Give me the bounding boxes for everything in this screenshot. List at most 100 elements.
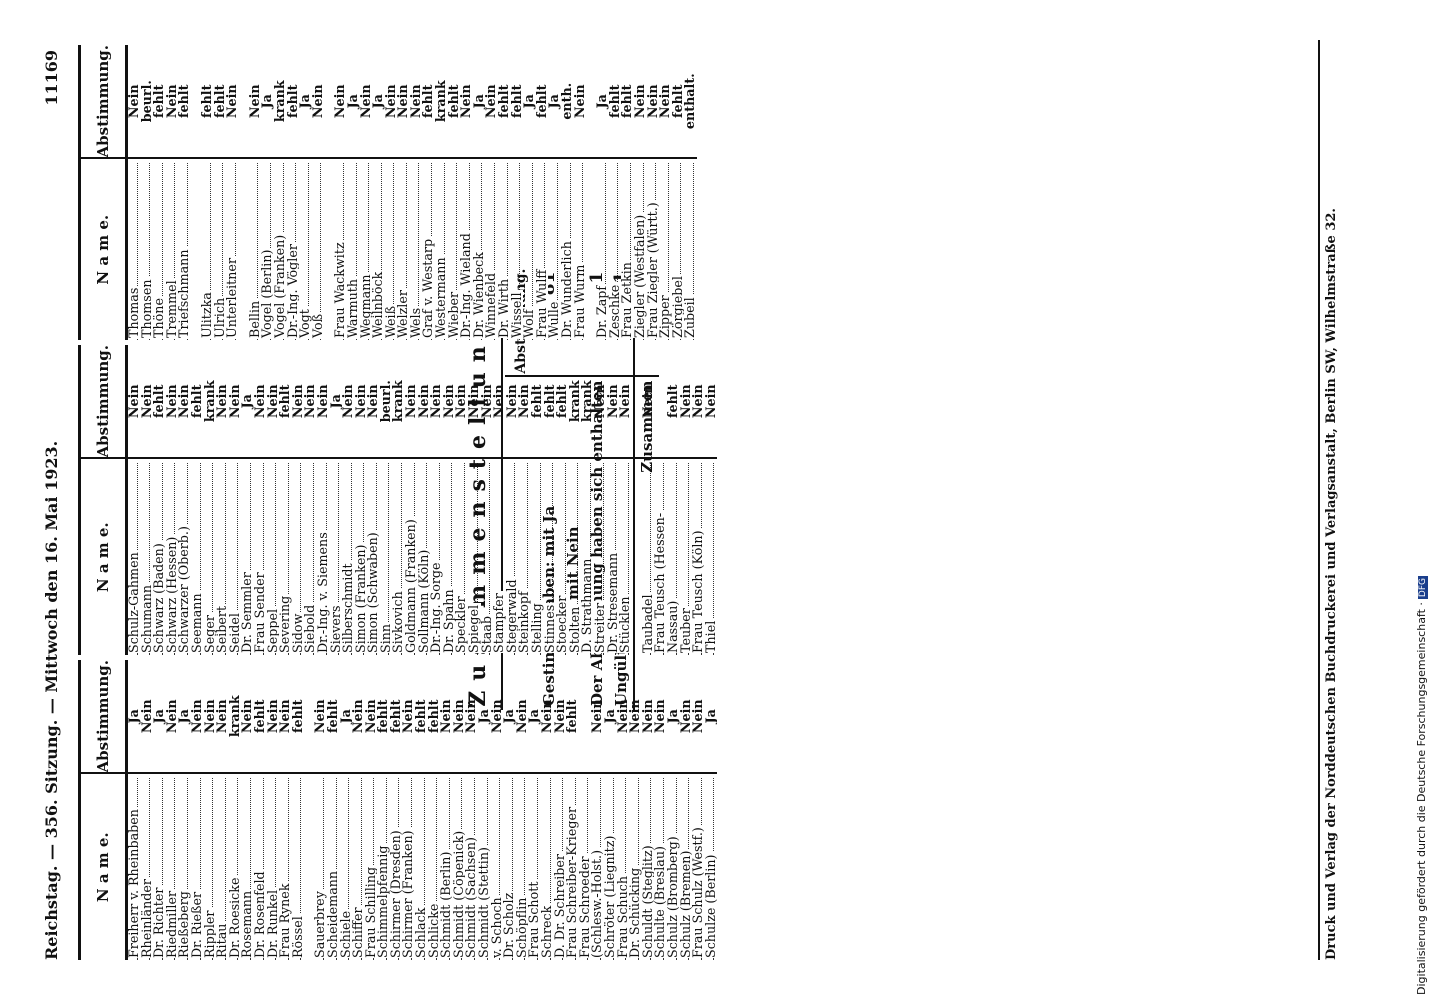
member-name: Schlicke [427, 773, 441, 960]
member-name: Schmidt (Cöpenick) [452, 773, 466, 960]
vote-value: Ja [346, 45, 360, 159]
member-name: Schumann [140, 458, 154, 655]
table-row: Goldmann (Franken) Nein [405, 345, 418, 655]
member-name: Dr. Zapf [596, 158, 609, 340]
table-row: Sinn beurl. [379, 345, 393, 655]
table-row: Seibert Nein [216, 345, 229, 655]
vote-value: Nein [417, 345, 431, 459]
vote-value: Nein [311, 45, 325, 159]
member-name-text: Wieber [447, 289, 461, 338]
vote-value: Ja [299, 45, 312, 159]
table-row: Frau Rynek Nein [279, 660, 292, 960]
member-name-text: Stolten [568, 604, 582, 653]
vote-value: Nein [659, 45, 672, 159]
table-row [190, 45, 201, 340]
member-name: Tremmel [165, 158, 179, 340]
vote-value: Nein [354, 345, 368, 459]
table-row: Frau Teusch (Köln) Nein [692, 345, 705, 655]
table-row: Seidel Nein [228, 345, 242, 655]
vote-value: fehlt [377, 660, 390, 774]
member-name: Frau Rynek [279, 773, 292, 960]
member-name: Zubeil [684, 158, 697, 340]
member-name: Wegmann [359, 158, 373, 340]
member-name: Schlack [415, 773, 428, 960]
column-header-name: N a m e. [79, 773, 127, 960]
member-name [324, 158, 334, 340]
member-name-text: Rössel [291, 914, 305, 958]
member-name-text: Frau Schuch [616, 873, 630, 958]
member-name: Voß [311, 158, 325, 340]
vote-value: Nein [279, 660, 292, 774]
member-name-text: Steinkopf [518, 589, 531, 653]
member-name: Vogel (Franken) [273, 158, 287, 340]
table-row: Zeschke fehlt [608, 45, 622, 340]
member-name-text: Frau Zetkin [621, 260, 634, 338]
vote-value: Ja [372, 45, 385, 159]
table-row: Dr. Rosenfeld fehlt [253, 660, 267, 960]
table-row: Dr. Semmler Ja [241, 345, 254, 655]
member-name-text: Thöne [153, 296, 166, 338]
table-row: Westermann krank [435, 45, 448, 340]
member-name: Frau Wurm [573, 158, 587, 340]
member-name-text: Ziegler (Westfalen) [633, 212, 647, 338]
page-title: Reichstag. — 356. Sitzung. — Mittwoch de… [42, 440, 61, 960]
member-name-text: Frau Schilling [364, 864, 378, 958]
table-row: Frau Schulz (Westf.) Nein [692, 660, 705, 960]
member-name: D. Dr. Schreiber [553, 773, 567, 960]
vote-value: fehlt [447, 45, 461, 159]
member-name-text: Winnefeld [485, 270, 499, 338]
member-name: Siebold [304, 458, 317, 655]
member-name: Dr.-Ing. Wieland [460, 158, 473, 340]
member-name: Dr. Spahn [442, 458, 456, 655]
member-name: Schmidt (Sachsen) [465, 773, 479, 960]
vote-value: fehlt [422, 45, 436, 159]
table-row: Freiherr v. Rheinbaben Ja [126, 660, 141, 960]
member-name: Rießeberg [178, 773, 191, 960]
member-name: Thomsen [140, 158, 154, 340]
vote-value: Nein [253, 345, 267, 459]
vote-value: fehlt [389, 660, 403, 774]
table-row: Zubeil enthalt. [684, 45, 697, 340]
vote-value: beurl. [379, 345, 393, 459]
vote-value: Nein [266, 660, 280, 774]
member-name: Schiele [339, 773, 353, 960]
member-name-text: Scheidemann [326, 868, 340, 958]
member-name-text: Unterleitner [226, 255, 239, 338]
member-name: Sidow [291, 458, 305, 655]
vote-value: fehlt [153, 345, 166, 459]
member-name-text: Sivkovich [392, 589, 406, 653]
member-name-text: Thiel [704, 618, 718, 653]
vote-value: Nein [228, 345, 242, 459]
table-row: Simon (Franken) Nein [354, 345, 368, 655]
vote-value: Nein [241, 660, 254, 774]
table-row: Rheinländer Nein [140, 660, 154, 960]
member-name-text: Wolf [523, 307, 536, 338]
table-row: Sidow Nein [291, 345, 305, 655]
table-row: Sievers Ja [329, 345, 343, 655]
page-header: Reichstag. — 356. Sitzung. — Mittwoch de… [40, 40, 68, 960]
member-name: Frau Schroeder [578, 773, 592, 960]
member-name-text: Dr. Wunderlich [561, 239, 574, 338]
table-row: Wegmann Nein [359, 45, 373, 340]
member-name: Unterleitner [226, 158, 239, 340]
margin-note-text: Digitalisierung gefördert durch die Deut… [1415, 602, 1428, 995]
vote-value: fehlt [286, 45, 300, 159]
table-row: Tremmel Nein [165, 45, 179, 340]
vote-value: Nein [178, 345, 191, 459]
member-name: Schröter (Liegnitz) [603, 773, 617, 960]
member-name-text: Wegmann [359, 272, 373, 338]
vote-value: Nein [216, 660, 229, 774]
table-row: Riedmiller Nein [165, 660, 179, 960]
vote-value: Ja [523, 45, 536, 159]
member-name-text: Frau Schreiber-Krieger [566, 804, 579, 958]
member-name-text: Schiffer [352, 905, 365, 958]
summary-label: Ungültig [612, 631, 630, 706]
table-row: Rosemann Nein [241, 660, 254, 960]
member-name-text: Tremmel [165, 278, 179, 338]
member-name-text: Seppel [266, 606, 280, 653]
table-row: Dr.-Ing. v. Siemens Nein [316, 345, 330, 655]
member-name: Schimmelpfennig [377, 773, 390, 960]
member-name: Schmidt (Berlin) [440, 773, 453, 960]
table-row: Wels Nein [409, 45, 423, 340]
